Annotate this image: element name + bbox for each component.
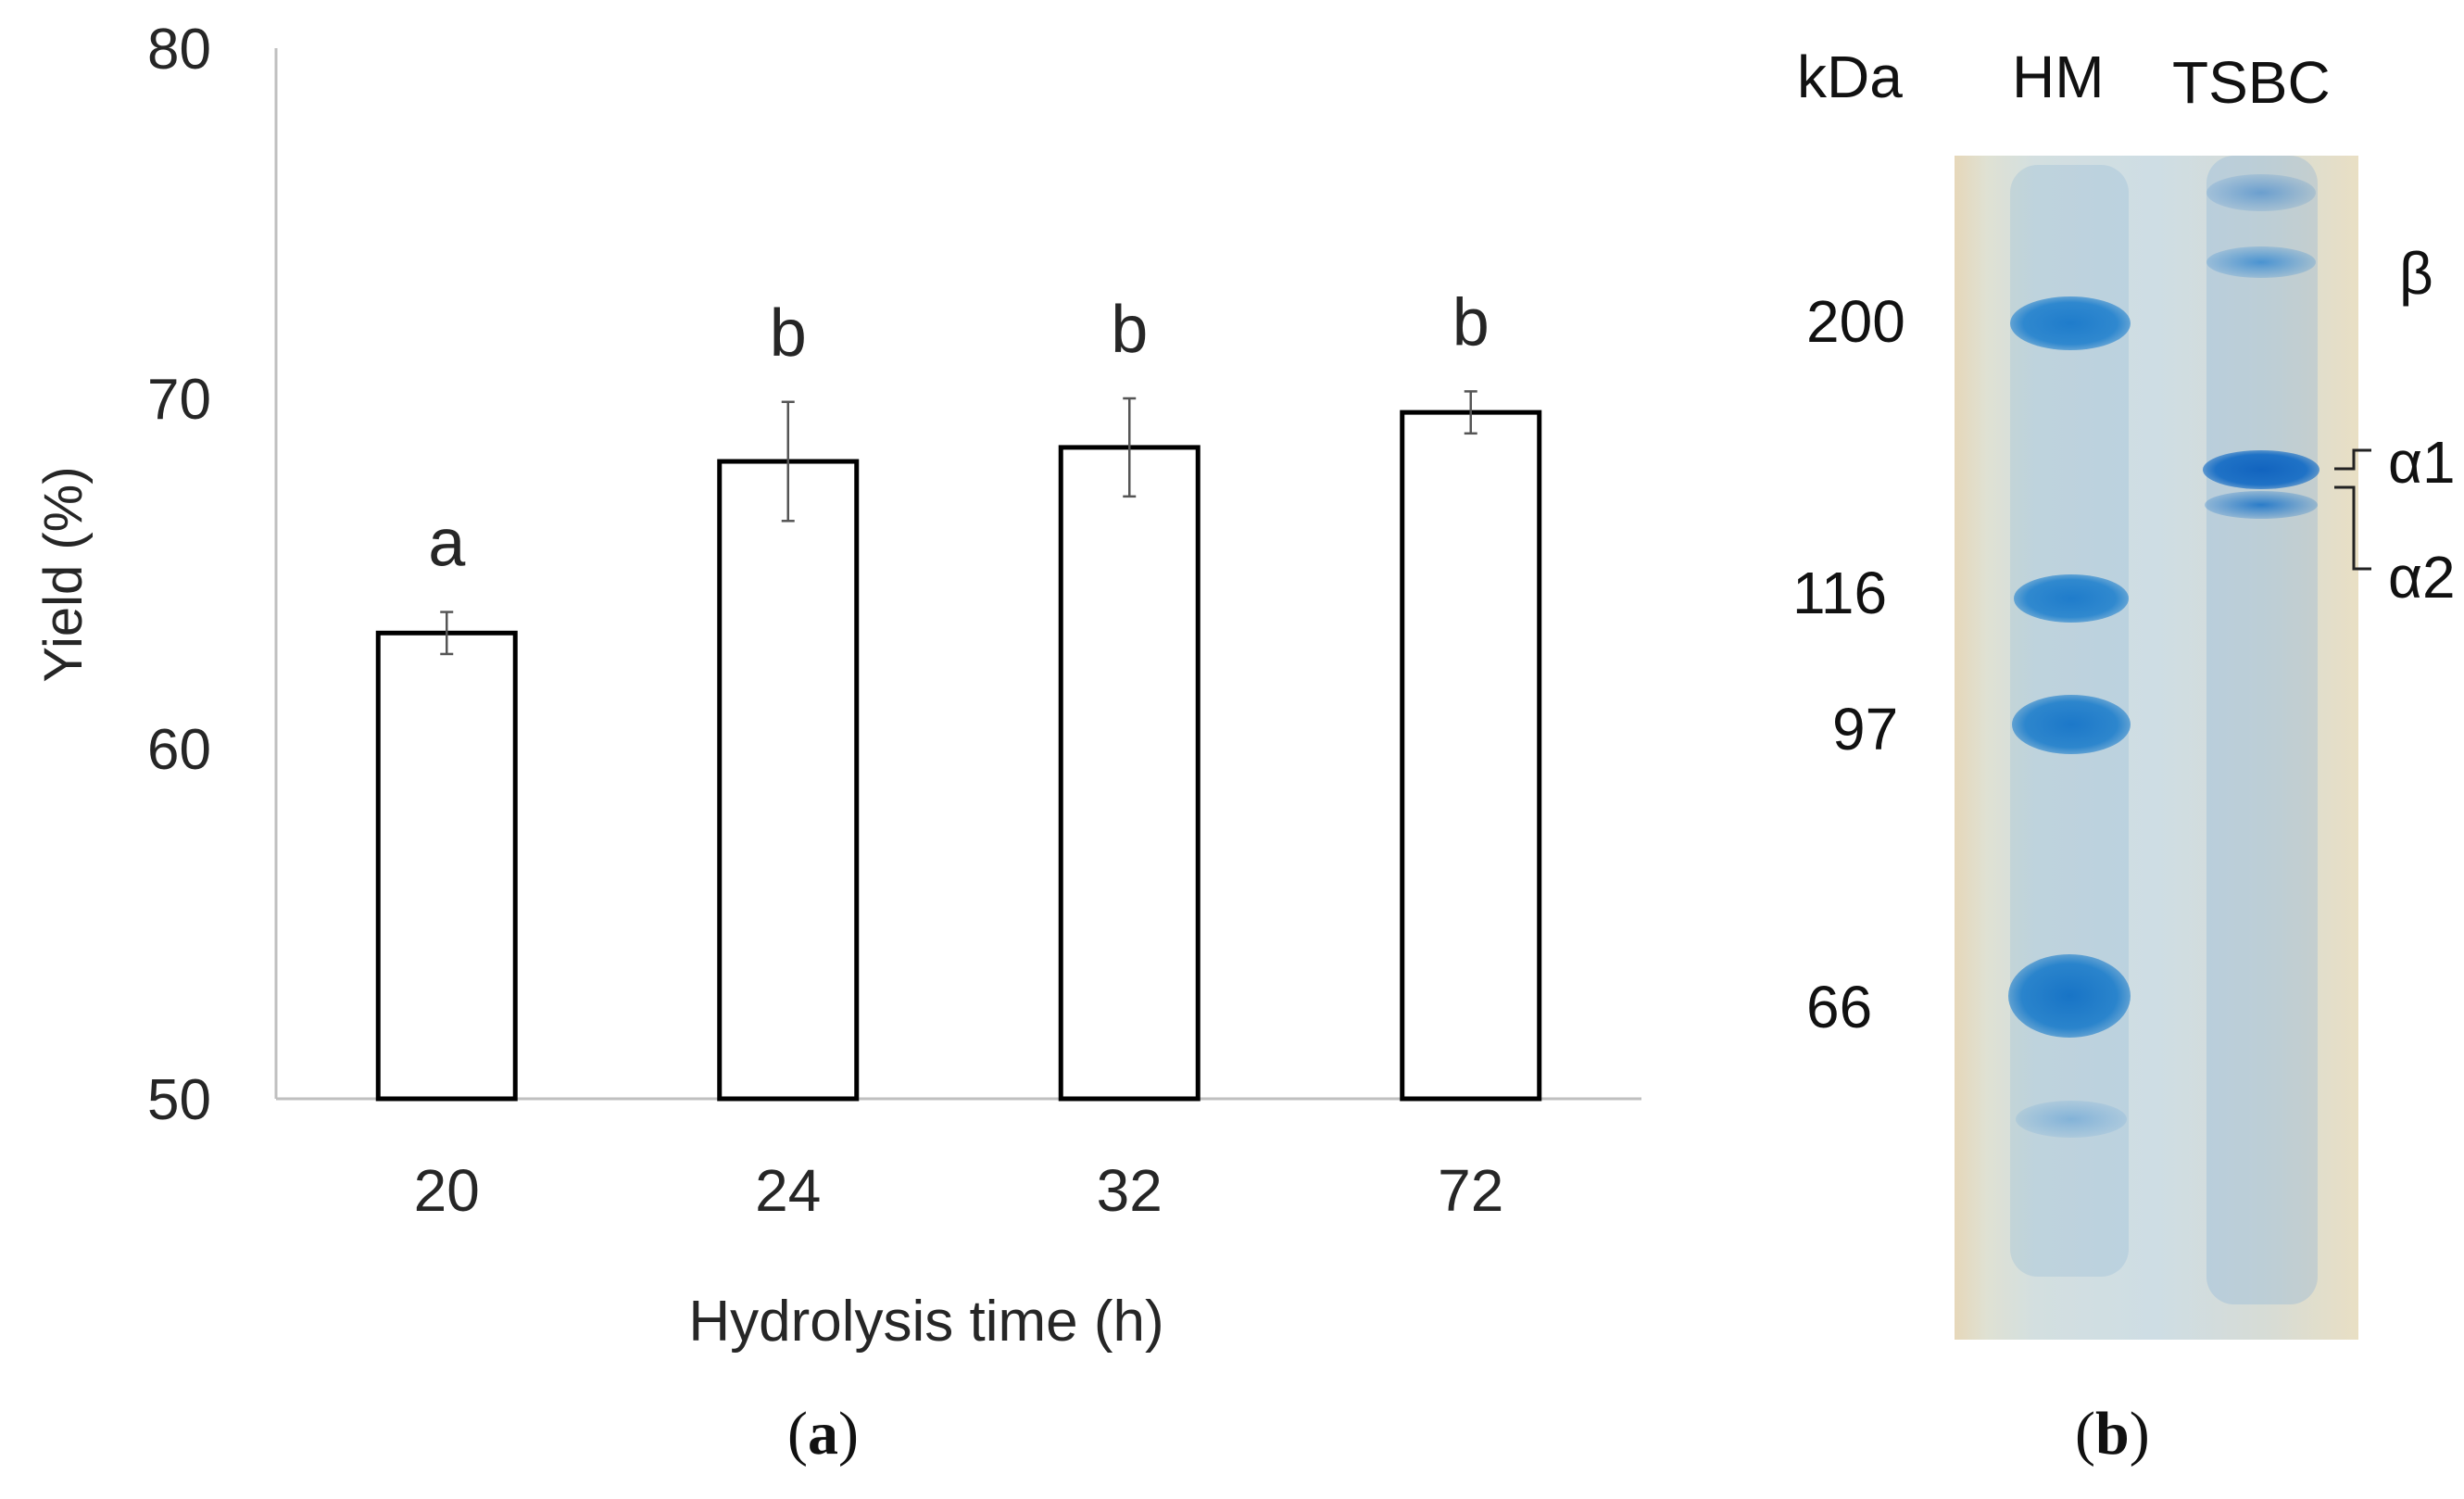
tsbc-band-alpha1 (2203, 450, 2319, 489)
significance-letter: b (770, 296, 807, 371)
chain-label-alpha2: α2 (2388, 544, 2456, 611)
x-tick-label: 32 (1097, 1157, 1163, 1224)
hm-faint-band (2016, 1101, 2127, 1138)
tsbc-band-alpha2 (2205, 491, 2318, 519)
caption-a-close: ) (837, 1400, 859, 1468)
tsbc-band-top (2206, 174, 2316, 211)
marker-label-66: 66 (1806, 974, 1873, 1040)
error-bar (1123, 397, 1137, 498)
error-bar (1464, 390, 1477, 435)
chain-label-beta: β (2399, 240, 2433, 307)
bar-chart: 50 60 70 80 a b b b 20 24 32 72 Yield (%) Hydroly… (33, 18, 1641, 1354)
error-bar (781, 400, 795, 523)
bar (1058, 445, 1201, 1102)
tsbc-lane-smear (2206, 156, 2318, 1304)
hm-band-66 (2008, 954, 2131, 1038)
significance-letter: a (428, 507, 466, 581)
marker-label-116: 116 (1792, 560, 1888, 626)
caption-a-open: ( (787, 1400, 808, 1468)
marker-label-200: 200 (1806, 288, 1905, 355)
tsbc-band-beta (2206, 246, 2316, 278)
x-tick-label: 20 (414, 1157, 480, 1224)
alpha-bracket (2334, 448, 2371, 571)
lane-label-hm: HM (2012, 44, 2105, 110)
caption-b-close: ) (2129, 1400, 2150, 1468)
significance-letter: b (1111, 293, 1148, 367)
y-tick-label: 60 (147, 718, 211, 782)
y-tick-label: 70 (147, 368, 211, 432)
hm-band-116 (2014, 574, 2129, 623)
bar (717, 459, 860, 1102)
caption-a-letter: a (807, 1400, 838, 1468)
panel-a-caption: (a) (787, 1399, 859, 1469)
lane-label-tsbc: TSBC (2172, 49, 2331, 116)
x-tick-label: 72 (1438, 1157, 1503, 1224)
significance-letter: b (1452, 285, 1490, 359)
x-axis-label: Hydrolysis time (h) (688, 1290, 1163, 1354)
gel-image (1955, 156, 2358, 1340)
y-axis-label: Yield (%) (33, 466, 94, 682)
y-tick-label: 80 (147, 18, 211, 82)
marker-label-97: 97 (1832, 696, 1899, 762)
kda-label: kDa (1797, 44, 1903, 110)
sds-page-gel-panel: kDa HM TSBC 200 116 97 66 β α1 α2 (b) (1741, 0, 2464, 1499)
y-tick-label: 50 (147, 1068, 211, 1132)
hm-band-97 (2012, 695, 2131, 754)
error-bar (440, 611, 454, 656)
caption-b-open: ( (2075, 1400, 2095, 1468)
bar (1400, 409, 1542, 1102)
chain-label-alpha1: α1 (2388, 429, 2456, 496)
caption-b-letter: b (2094, 1400, 2130, 1468)
x-tick-label: 24 (755, 1157, 821, 1224)
hm-band-200 (2010, 296, 2131, 350)
panel-b-caption: (b) (2075, 1399, 2150, 1469)
bar (375, 630, 518, 1102)
